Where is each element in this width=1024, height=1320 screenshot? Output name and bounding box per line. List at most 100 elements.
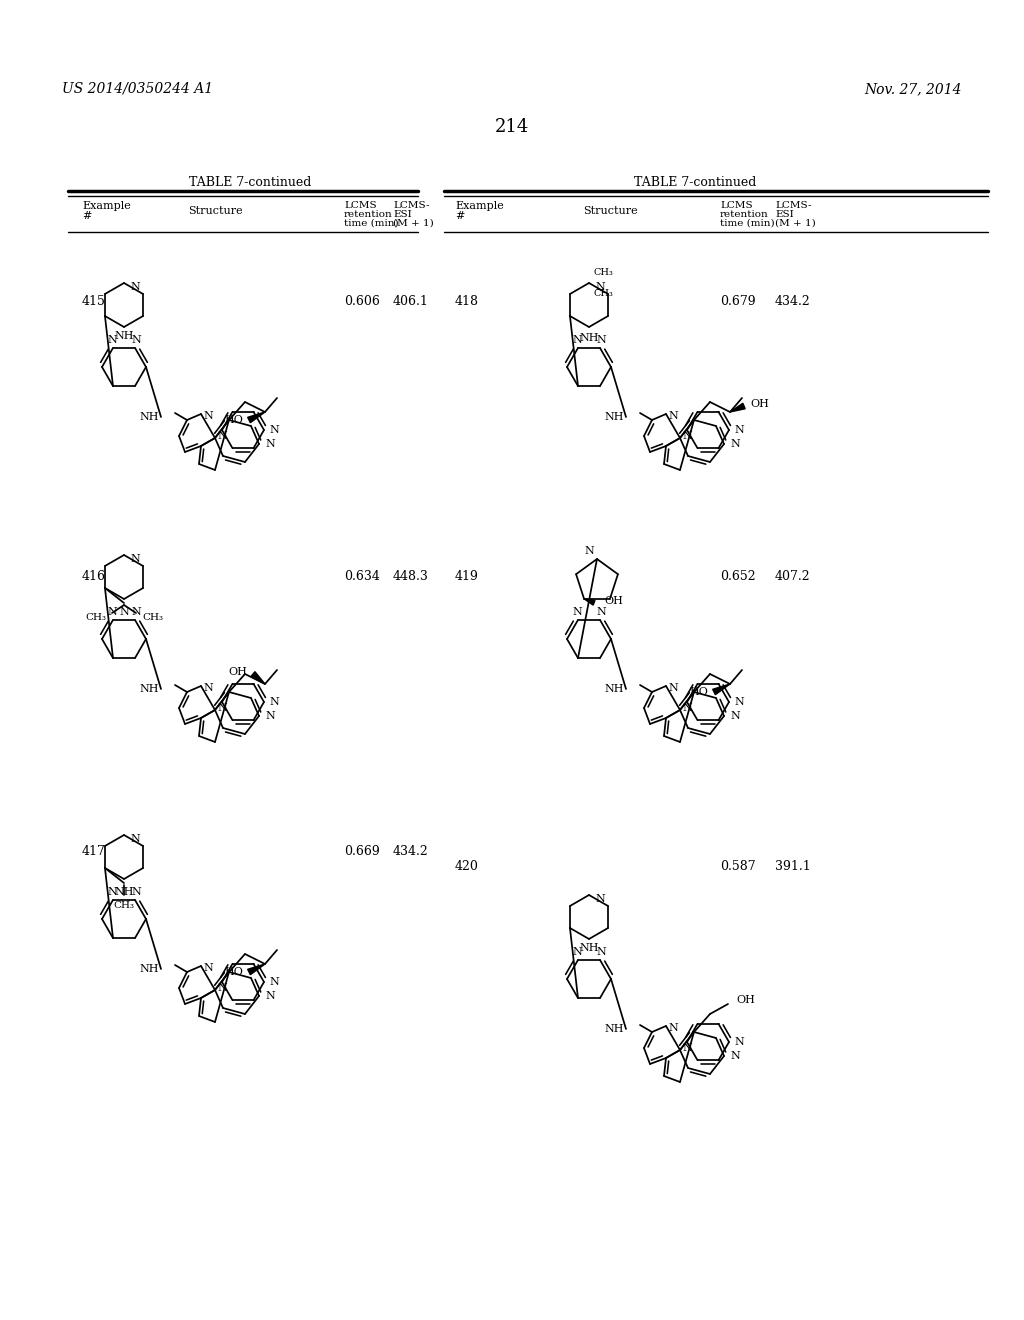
Polygon shape	[248, 412, 265, 422]
Text: N: N	[730, 1051, 739, 1061]
Text: 418: 418	[455, 294, 479, 308]
Text: N: N	[595, 282, 605, 292]
Text: NH: NH	[139, 684, 159, 694]
Text: N: N	[269, 425, 279, 436]
Text: 434.2: 434.2	[775, 294, 811, 308]
Text: LCMS-: LCMS-	[393, 201, 429, 210]
Text: 391.1: 391.1	[775, 861, 811, 873]
Text: N: N	[682, 704, 692, 713]
Text: HO: HO	[224, 968, 243, 977]
Text: 415: 415	[82, 294, 105, 308]
Text: HO: HO	[224, 414, 243, 425]
Text: 407.2: 407.2	[775, 570, 811, 583]
Text: US 2014/0350244 A1: US 2014/0350244 A1	[62, 82, 213, 96]
Text: NH: NH	[139, 412, 159, 422]
Polygon shape	[730, 403, 745, 412]
Text: CH₃: CH₃	[593, 268, 613, 277]
Text: N: N	[734, 425, 743, 436]
Text: 0.606: 0.606	[344, 294, 380, 308]
Text: Structure: Structure	[583, 206, 637, 216]
Text: NH: NH	[604, 684, 624, 694]
Text: N: N	[269, 977, 279, 987]
Text: N: N	[217, 432, 226, 441]
Text: Example: Example	[82, 201, 131, 211]
Text: #: #	[455, 211, 464, 220]
Text: NH: NH	[580, 942, 599, 953]
Text: LCMS-: LCMS-	[775, 201, 811, 210]
Text: 0.669: 0.669	[344, 845, 380, 858]
Text: TABLE 7-continued: TABLE 7-continued	[188, 176, 311, 189]
Text: N: N	[668, 682, 678, 693]
Text: retention: retention	[344, 210, 393, 219]
Text: Example: Example	[455, 201, 504, 211]
Text: N: N	[130, 554, 140, 564]
Text: 420: 420	[455, 861, 479, 873]
Text: OH: OH	[736, 995, 755, 1005]
Text: LCMS: LCMS	[720, 201, 753, 210]
Text: OH: OH	[604, 595, 623, 606]
Text: time (min): time (min)	[720, 219, 774, 228]
Text: N: N	[217, 983, 226, 993]
Text: N: N	[130, 834, 140, 843]
Text: N: N	[682, 1043, 692, 1053]
Text: CH₃: CH₃	[142, 612, 163, 622]
Text: N: N	[596, 946, 606, 957]
Text: N: N	[217, 704, 226, 713]
Text: N: N	[682, 432, 692, 441]
Text: retention: retention	[720, 210, 769, 219]
Text: N: N	[269, 697, 279, 708]
Text: N: N	[108, 335, 117, 345]
Text: HO: HO	[689, 686, 708, 697]
Text: N: N	[119, 607, 129, 616]
Text: (M + 1): (M + 1)	[775, 219, 816, 228]
Text: N: N	[734, 697, 743, 708]
Text: N: N	[730, 711, 739, 721]
Text: N: N	[734, 1038, 743, 1047]
Text: 0.652: 0.652	[720, 570, 756, 583]
Text: N: N	[572, 335, 582, 345]
Polygon shape	[584, 599, 595, 605]
Text: N: N	[131, 607, 141, 616]
Text: N: N	[596, 607, 606, 616]
Text: time (min): time (min)	[344, 219, 398, 228]
Text: 419: 419	[455, 570, 479, 583]
Text: N: N	[203, 964, 213, 973]
Text: CH₃: CH₃	[114, 902, 134, 909]
Text: (M + 1): (M + 1)	[393, 219, 434, 228]
Text: LCMS: LCMS	[344, 201, 377, 210]
Text: CH₃: CH₃	[85, 612, 106, 622]
Text: ESI: ESI	[775, 210, 794, 219]
Text: NH: NH	[580, 333, 599, 343]
Text: #: #	[82, 211, 91, 220]
Text: N: N	[265, 440, 274, 449]
Text: 416: 416	[82, 570, 106, 583]
Text: N: N	[131, 335, 141, 345]
Text: 214: 214	[495, 117, 529, 136]
Text: Structure: Structure	[187, 206, 243, 216]
Text: 417: 417	[82, 845, 105, 858]
Text: NH: NH	[604, 1024, 624, 1034]
Polygon shape	[251, 672, 265, 684]
Text: Nov. 27, 2014: Nov. 27, 2014	[864, 82, 962, 96]
Text: N: N	[203, 682, 213, 693]
Text: NH: NH	[115, 331, 134, 341]
Text: N: N	[595, 894, 605, 904]
Text: N: N	[130, 282, 140, 292]
Text: NH: NH	[604, 412, 624, 422]
Text: 0.634: 0.634	[344, 570, 380, 583]
Text: ESI: ESI	[393, 210, 412, 219]
Text: 434.2: 434.2	[393, 845, 429, 858]
Text: N: N	[596, 335, 606, 345]
Text: N: N	[131, 887, 141, 898]
Text: TABLE 7-continued: TABLE 7-continued	[634, 176, 756, 189]
Text: CH₃: CH₃	[593, 289, 613, 298]
Text: NH: NH	[139, 964, 159, 974]
Text: N: N	[108, 887, 117, 898]
Text: N: N	[585, 546, 594, 556]
Text: OH: OH	[750, 399, 769, 409]
Polygon shape	[713, 684, 730, 694]
Text: N: N	[108, 607, 117, 616]
Text: N: N	[572, 607, 582, 616]
Text: OH: OH	[228, 667, 247, 677]
Text: 0.587: 0.587	[720, 861, 756, 873]
